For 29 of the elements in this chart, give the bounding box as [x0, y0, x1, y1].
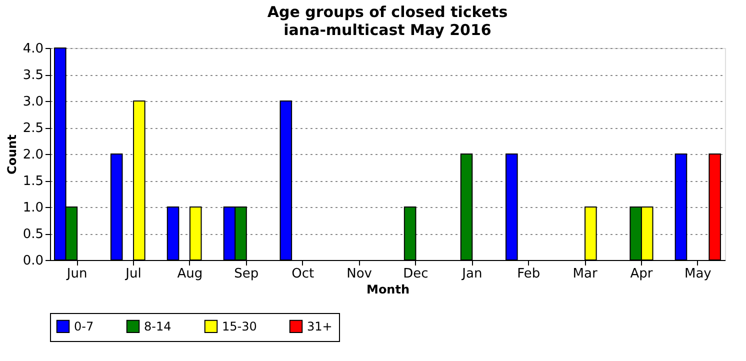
- legend-label: 15-30: [222, 319, 257, 334]
- x-axis-title: Month: [366, 282, 410, 296]
- y-tick-label: 2.0: [22, 148, 44, 162]
- x-tick-label: Jun: [66, 266, 88, 282]
- x-tick-label: Mar: [572, 266, 598, 282]
- y-tick-label: 3.5: [22, 68, 44, 83]
- chart-title: Age groups of closed tickets: [267, 3, 508, 21]
- y-axis-title: Count: [4, 134, 19, 174]
- y-tick-label: 0.0: [22, 254, 44, 268]
- y-tick-label: 1.0: [22, 200, 44, 216]
- y-tick-label: 2.5: [22, 121, 44, 136]
- x-tick-label: Nov: [346, 266, 372, 282]
- legend-label: 31+: [307, 319, 332, 334]
- x-tick-label: Aug: [177, 266, 203, 282]
- x-tick-label: Dec: [403, 266, 428, 282]
- x-tick-label: Jul: [124, 266, 142, 282]
- x-tick-label: Apr: [630, 266, 654, 282]
- x-tick-label: May: [684, 266, 712, 282]
- y-tick-label: 0.5: [22, 227, 44, 242]
- legend-label: 8-14: [144, 319, 172, 334]
- y-tick-label: 4.0: [22, 42, 44, 56]
- x-tick-label: Oct: [292, 266, 314, 282]
- x-tick-label: Jan: [461, 266, 482, 282]
- y-tick-label: 1.5: [22, 174, 44, 189]
- legend-label: 0-7: [74, 319, 94, 334]
- x-tick-label: Feb: [517, 266, 540, 282]
- x-tick-label: Sep: [234, 266, 259, 282]
- chart-subtitle: iana-multicast May 2016: [284, 21, 492, 39]
- y-tick-label: 3.0: [22, 94, 44, 110]
